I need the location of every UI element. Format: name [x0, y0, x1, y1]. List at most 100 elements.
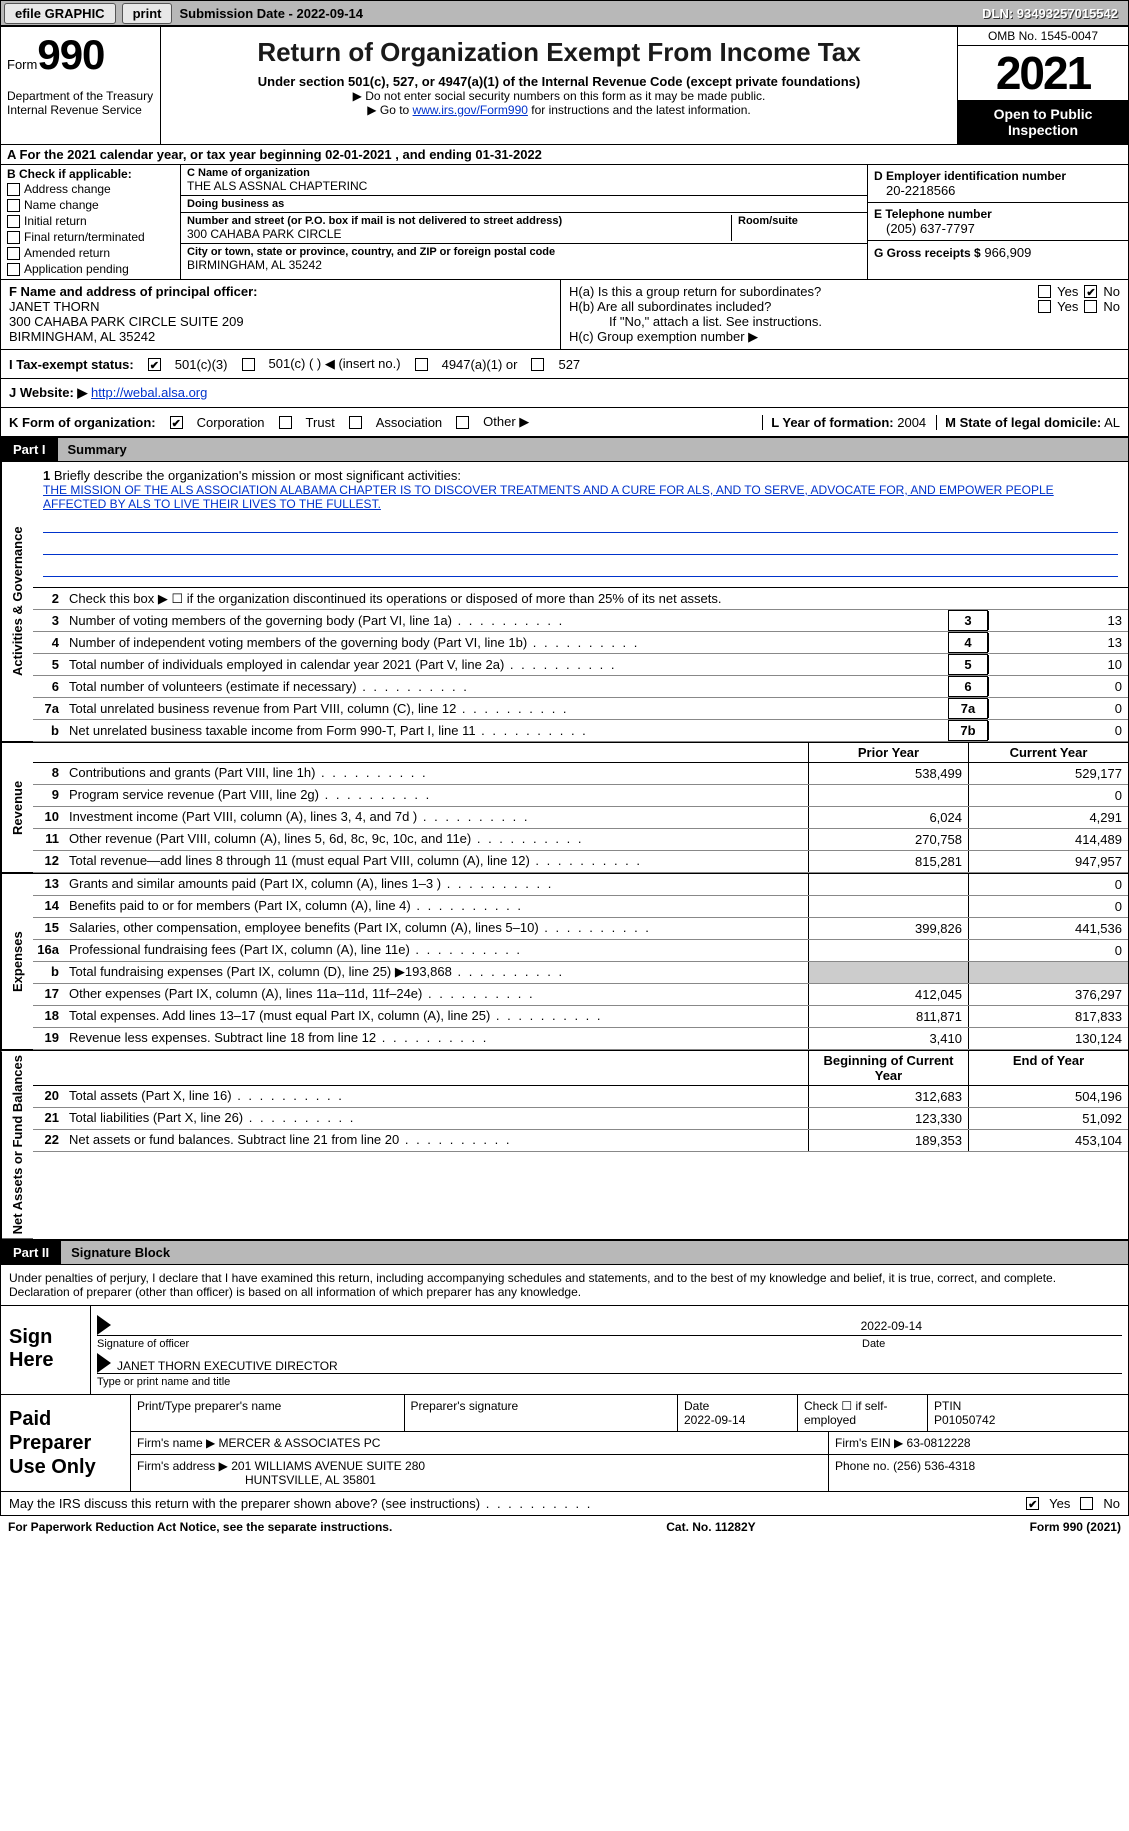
line-current: 453,104: [968, 1130, 1128, 1151]
line-desc: Program service revenue (Part VIII, line…: [65, 785, 808, 806]
header-center: Return of Organization Exempt From Incom…: [161, 27, 958, 144]
irs-link[interactable]: www.irs.gov/Form990: [413, 103, 528, 117]
irs-label: Internal Revenue Service: [7, 103, 154, 117]
line-num: b: [33, 723, 65, 738]
sig-arrow-2-icon: [97, 1353, 111, 1373]
chk-501c[interactable]: [242, 358, 255, 371]
org-name-label: C Name of organization: [187, 167, 861, 179]
line-box: 4: [948, 632, 988, 653]
line-current: 947,957: [968, 851, 1128, 872]
line-val: 0: [988, 699, 1128, 718]
chk-initial-return[interactable]: [7, 215, 20, 228]
section-fh: F Name and address of principal officer:…: [0, 280, 1129, 350]
line-prior: 3,410: [808, 1028, 968, 1049]
efile-button[interactable]: efile GRAPHIC: [4, 3, 116, 24]
line-prior: 270,758: [808, 829, 968, 850]
line-num: 9: [33, 785, 65, 806]
vlabel-governance: Activities & Governance: [1, 462, 33, 742]
line-current: 4,291: [968, 807, 1128, 828]
prep-date-label: Date: [684, 1399, 791, 1413]
ha-no[interactable]: [1084, 285, 1097, 298]
summary-line: 6Total number of volunteers (estimate if…: [33, 676, 1128, 698]
summary-governance: Activities & Governance 1 Briefly descri…: [0, 462, 1129, 743]
chk-other[interactable]: [456, 416, 469, 429]
section-bcd: B Check if applicable: Address change Na…: [0, 165, 1129, 280]
part-1-title: Summary: [58, 438, 1128, 461]
hb-yes[interactable]: [1038, 300, 1051, 313]
line-desc: Total expenses. Add lines 13–17 (must eq…: [65, 1006, 808, 1027]
line-desc: Revenue less expenses. Subtract line 18 …: [65, 1028, 808, 1049]
line-prior: [808, 962, 968, 983]
tel-label: E Telephone number: [874, 207, 1122, 221]
line-desc: Contributions and grants (Part VIII, lin…: [65, 763, 808, 784]
vlabel-expenses: Expenses: [1, 874, 33, 1050]
open-to-public: Open to Public Inspection: [958, 100, 1128, 144]
chk-name-change[interactable]: [7, 199, 20, 212]
sig-arrow-icon: [97, 1315, 111, 1335]
line-prior: 399,826: [808, 918, 968, 939]
line-prior: 811,871: [808, 1006, 968, 1027]
vlabel-net-assets: Net Assets or Fund Balances: [1, 1051, 33, 1239]
summary-line: 16aProfessional fundraising fees (Part I…: [33, 940, 1128, 962]
sig-date: 2022-09-14: [861, 1319, 922, 1333]
header-right: OMB No. 1545-0047 2021 Open to Public In…: [958, 27, 1128, 144]
hc-label: H(c) Group exemption number ▶: [569, 329, 1120, 345]
summary-line: 10Investment income (Part VIII, column (…: [33, 807, 1128, 829]
summary-line: 15Salaries, other compensation, employee…: [33, 918, 1128, 940]
summary-line: 7aTotal unrelated business revenue from …: [33, 698, 1128, 720]
chk-4947[interactable]: [415, 358, 428, 371]
chk-address-change[interactable]: [7, 183, 20, 196]
current-year-hdr: Current Year: [968, 743, 1128, 762]
col-b: B Check if applicable: Address change Na…: [1, 165, 181, 279]
form-header: Form990 Department of the Treasury Inter…: [0, 26, 1129, 145]
line-current: 0: [968, 785, 1128, 806]
summary-net-assets: Net Assets or Fund Balances Beginning of…: [0, 1051, 1129, 1240]
paid-prep-label: Paid Preparer Use Only: [1, 1395, 131, 1491]
chk-application-pending[interactable]: [7, 263, 20, 276]
line-num: b: [33, 962, 65, 983]
ha-label: H(a) Is this a group return for subordin…: [569, 284, 821, 299]
section-h: H(a) Is this a group return for subordin…: [561, 280, 1128, 349]
discuss-no[interactable]: [1080, 1497, 1093, 1510]
line-current: 130,124: [968, 1028, 1128, 1049]
chk-527[interactable]: [531, 358, 544, 371]
dln-label: DLN: 93493257015542: [982, 6, 1128, 21]
ln-2: 2: [33, 591, 65, 606]
top-bar: efile GRAPHIC print Submission Date - 20…: [0, 0, 1129, 26]
chk-association[interactable]: [349, 416, 362, 429]
line-desc: Investment income (Part VIII, column (A)…: [65, 807, 808, 828]
street-value: 300 CAHABA PARK CIRCLE: [187, 227, 731, 241]
chk-amended-return[interactable]: [7, 247, 20, 260]
line-num: 3: [33, 613, 65, 628]
line-num: 12: [33, 851, 65, 872]
gross-label: G Gross receipts $: [874, 246, 981, 260]
line-num: 16a: [33, 940, 65, 961]
website-label: J Website: ▶: [9, 385, 87, 400]
header-left: Form990 Department of the Treasury Inter…: [1, 27, 161, 144]
chk-501c3[interactable]: [148, 358, 161, 371]
prep-check-label: Check ☐ if self-employed: [798, 1395, 928, 1431]
mission-text: THE MISSION OF THE ALS ASSOCIATION ALABA…: [43, 483, 1118, 511]
row-klm: K Form of organization: Corporation Trus…: [0, 408, 1129, 437]
footer-row: For Paperwork Reduction Act Notice, see …: [0, 1516, 1129, 1538]
hb-note: If "No," attach a list. See instructions…: [569, 314, 1120, 329]
line-current: [968, 962, 1128, 983]
website-link[interactable]: http://webal.alsa.org: [91, 385, 207, 400]
sig-declaration: Under penalties of perjury, I declare th…: [0, 1265, 1129, 1306]
line-num: 13: [33, 874, 65, 895]
print-button[interactable]: print: [122, 3, 173, 24]
chk-corporation[interactable]: [170, 416, 183, 429]
discuss-yes[interactable]: [1026, 1497, 1039, 1510]
chk-trust[interactable]: [279, 416, 292, 429]
officer-name-title: JANET THORN EXECUTIVE DIRECTOR: [117, 1359, 338, 1373]
hb-no[interactable]: [1084, 300, 1097, 313]
boy-hdr: Beginning of Current Year: [808, 1051, 968, 1085]
line-current: 441,536: [968, 918, 1128, 939]
line-val: 13: [988, 611, 1128, 630]
ha-yes[interactable]: [1038, 285, 1051, 298]
chk-final-return[interactable]: [7, 231, 20, 244]
line-prior: [808, 896, 968, 917]
line-desc: Total liabilities (Part X, line 26): [65, 1108, 808, 1129]
k-label: K Form of organization:: [9, 415, 156, 430]
line-num: 6: [33, 679, 65, 694]
